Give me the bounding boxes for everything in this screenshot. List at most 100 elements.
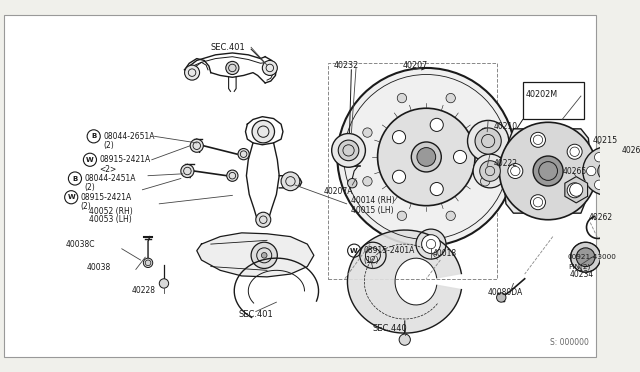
Circle shape: [348, 179, 357, 188]
Circle shape: [576, 248, 595, 267]
Text: 40015 (LH): 40015 (LH): [351, 206, 394, 215]
Circle shape: [570, 183, 583, 196]
Circle shape: [252, 121, 275, 143]
Text: W: W: [67, 194, 75, 200]
Text: SEC.401: SEC.401: [239, 310, 274, 319]
Circle shape: [586, 166, 596, 176]
Text: 08915-2421A: 08915-2421A: [81, 193, 132, 202]
Text: 40202M: 40202M: [525, 90, 557, 99]
Circle shape: [430, 183, 444, 196]
Polygon shape: [196, 233, 314, 277]
Circle shape: [567, 144, 582, 159]
Text: 08915-2401A: 08915-2401A: [364, 246, 415, 255]
Circle shape: [446, 211, 456, 221]
Text: 40215: 40215: [592, 135, 618, 145]
Circle shape: [143, 258, 153, 267]
Circle shape: [595, 180, 604, 189]
Circle shape: [261, 253, 267, 258]
Circle shape: [481, 128, 490, 137]
Circle shape: [238, 148, 249, 160]
Text: B: B: [72, 176, 77, 182]
Polygon shape: [348, 230, 461, 333]
FancyBboxPatch shape: [4, 16, 596, 356]
Circle shape: [412, 142, 442, 172]
Text: S: 000000: S: 000000: [550, 338, 588, 347]
Circle shape: [337, 68, 515, 246]
Circle shape: [399, 334, 410, 345]
Circle shape: [454, 150, 467, 164]
Circle shape: [480, 161, 500, 181]
Text: 40080DA: 40080DA: [487, 288, 522, 297]
Circle shape: [338, 140, 359, 161]
Circle shape: [611, 180, 620, 189]
Text: <2>: <2>: [99, 165, 116, 174]
Circle shape: [397, 211, 406, 221]
Text: (2): (2): [103, 141, 114, 150]
Text: 40265: 40265: [562, 167, 586, 176]
Circle shape: [473, 154, 507, 188]
Bar: [328, 63, 497, 279]
Circle shape: [190, 139, 204, 152]
Circle shape: [611, 153, 620, 162]
Text: 40207A: 40207A: [323, 187, 353, 196]
Text: W: W: [86, 157, 94, 163]
Circle shape: [360, 242, 386, 269]
Text: 40262: 40262: [588, 214, 612, 222]
Circle shape: [159, 279, 169, 288]
Circle shape: [508, 164, 523, 179]
Circle shape: [184, 65, 200, 80]
Text: 08044-2651A: 08044-2651A: [103, 132, 155, 141]
Circle shape: [468, 121, 509, 162]
Circle shape: [256, 212, 271, 227]
Circle shape: [531, 132, 545, 147]
Circle shape: [446, 93, 456, 103]
Polygon shape: [565, 177, 588, 203]
Circle shape: [567, 183, 582, 198]
Text: PIN(2): PIN(2): [568, 263, 590, 270]
Text: 40264: 40264: [621, 146, 640, 155]
Circle shape: [598, 162, 616, 180]
Text: 40014 (RH): 40014 (RH): [351, 196, 395, 205]
Circle shape: [481, 177, 490, 186]
Circle shape: [416, 229, 446, 259]
Circle shape: [251, 242, 277, 269]
Circle shape: [281, 172, 300, 191]
Text: W: W: [350, 248, 358, 254]
Circle shape: [533, 156, 563, 186]
Circle shape: [430, 118, 444, 131]
Circle shape: [181, 164, 194, 177]
Text: 40222: 40222: [494, 159, 518, 168]
Circle shape: [618, 166, 628, 176]
Circle shape: [595, 153, 604, 162]
Circle shape: [475, 128, 501, 154]
Circle shape: [620, 154, 640, 188]
Circle shape: [422, 235, 440, 253]
Text: SEC.401: SEC.401: [211, 43, 246, 52]
Text: 40207: 40207: [403, 61, 428, 70]
Circle shape: [378, 108, 475, 206]
Text: 40018: 40018: [433, 249, 457, 258]
Circle shape: [497, 293, 506, 302]
Circle shape: [627, 161, 640, 181]
Circle shape: [227, 170, 238, 181]
Text: 40038: 40038: [86, 263, 111, 272]
Text: SEC.440: SEC.440: [373, 324, 408, 333]
Text: (12): (12): [364, 256, 379, 264]
Text: (2): (2): [84, 183, 95, 192]
Circle shape: [332, 134, 365, 167]
Circle shape: [417, 148, 436, 166]
Text: 40052 (RH): 40052 (RH): [89, 207, 132, 216]
Text: 40234: 40234: [570, 270, 594, 279]
Circle shape: [262, 61, 277, 76]
Text: 00921-43000: 00921-43000: [568, 254, 617, 260]
Text: 40210: 40210: [494, 122, 518, 131]
Text: B: B: [91, 133, 96, 140]
Text: (2): (2): [81, 202, 92, 211]
Circle shape: [392, 131, 406, 144]
FancyBboxPatch shape: [523, 82, 584, 119]
Circle shape: [363, 128, 372, 137]
Circle shape: [397, 93, 406, 103]
Text: 08044-2451A: 08044-2451A: [84, 174, 136, 183]
Circle shape: [571, 242, 600, 272]
Circle shape: [392, 170, 406, 183]
